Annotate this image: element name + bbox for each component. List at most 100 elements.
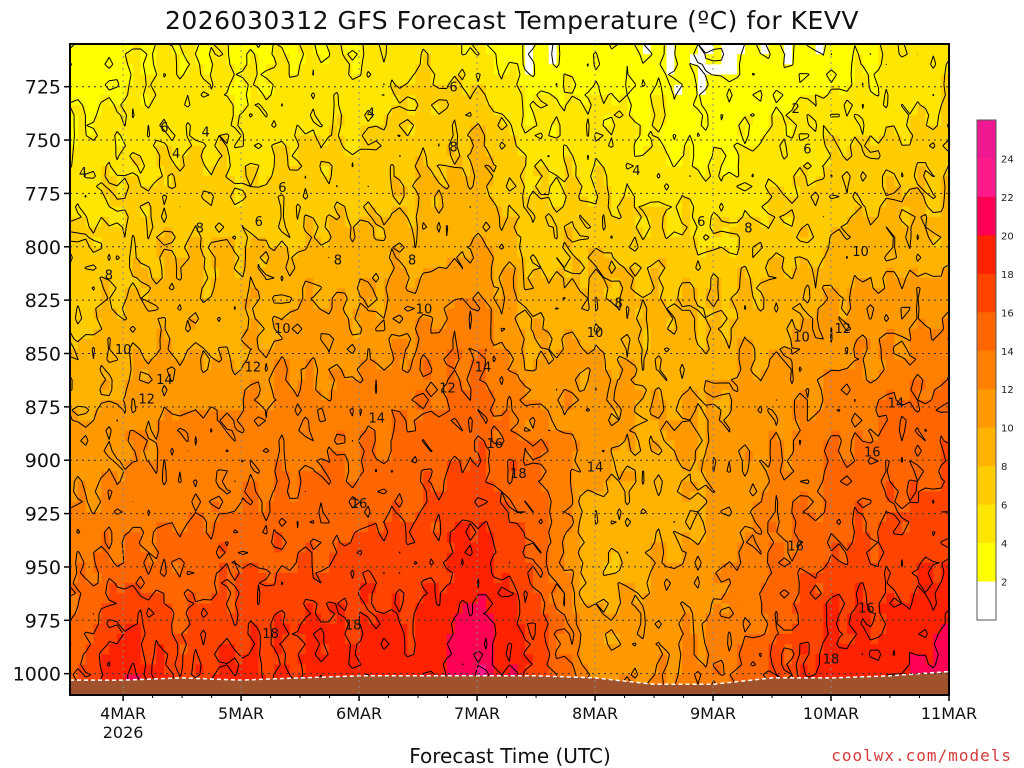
legend-swatch	[977, 543, 996, 582]
contour-label: 4	[79, 166, 87, 181]
legend-swatch	[977, 196, 996, 236]
contour-label: 6	[160, 121, 168, 136]
x-tick-label: 9MAR	[690, 704, 736, 723]
contour-label: 16	[787, 540, 804, 555]
contour-label: 16	[864, 446, 881, 461]
contour-label: 18	[262, 627, 279, 642]
contour-label: 10	[587, 326, 604, 341]
contour-label: 6	[255, 215, 263, 230]
legend-level-label: 2	[1001, 578, 1007, 589]
x-tick-label: 8MAR	[572, 704, 618, 723]
contour-label: 10	[274, 322, 291, 337]
legend-swatch	[977, 427, 996, 467]
y-tick-label: 800	[25, 237, 61, 259]
contour-label: 12	[138, 392, 155, 407]
legend-level-label: 10	[1001, 424, 1014, 435]
legend-level-label: 16	[1001, 308, 1014, 319]
contour-label: 4	[632, 164, 640, 179]
legend-swatch	[977, 350, 996, 390]
source-credit: coolwx.com/models	[831, 746, 1012, 765]
x-tick-label: 4MAR	[100, 704, 146, 723]
contour-label: 14	[475, 360, 492, 375]
contour-label: 10	[416, 303, 433, 318]
contour-label: 8	[105, 269, 113, 284]
y-tick-label: 975	[25, 610, 61, 632]
contour-label: 14	[888, 397, 905, 412]
x-axis-label: Forecast Time (UTC)	[409, 744, 611, 768]
legend-swatch	[977, 312, 996, 352]
contour-label: 4	[202, 126, 210, 141]
contour-label: 14	[156, 373, 173, 388]
legend-swatch	[977, 389, 996, 429]
y-tick-label: 825	[25, 290, 61, 312]
contour-label: 16	[351, 497, 368, 512]
contour-label: 4	[367, 106, 375, 121]
contour-label: 6	[803, 143, 811, 158]
legend-swatch	[977, 273, 996, 313]
contour-label: 12	[439, 382, 456, 397]
y-tick-label: 925	[25, 504, 61, 526]
contour-label: 8	[744, 222, 752, 237]
y-tick-label: 1000	[13, 664, 61, 686]
contour-label: 18	[823, 653, 840, 668]
x-tick-label: 6MAR	[336, 704, 382, 723]
contour-label: 12	[835, 322, 852, 337]
contour-label: 14	[368, 412, 385, 427]
y-tick-label: 775	[25, 183, 61, 205]
legend-level-label: 4	[1001, 539, 1007, 550]
contour-label: 4	[172, 147, 180, 162]
x-tick-label: 10MAR	[803, 704, 859, 723]
legend-level-label: 14	[1001, 347, 1014, 358]
y-axis-ticks: 725 750 775 800 825 850 875 900 925 950 975 1000	[13, 77, 70, 686]
legend-level-label: 18	[1001, 270, 1014, 281]
legend-level-label: 24	[1001, 154, 1014, 165]
contour-label: 10	[793, 330, 810, 345]
chart-title: 2026030312 GFS Forecast Temperature (ºC)…	[164, 6, 860, 35]
y-tick-label: 900	[25, 450, 61, 472]
legend-level-label: 6	[1001, 501, 1007, 512]
legend-level-label: 12	[1001, 385, 1014, 396]
contour-label: 16	[858, 601, 875, 616]
contour-label: 8	[614, 296, 622, 311]
contour-label: 8	[334, 254, 342, 269]
temperature-fill-layer	[70, 44, 949, 695]
legend-swatch	[977, 235, 996, 275]
contour-label: 16	[486, 437, 503, 452]
contour-label: 8	[408, 254, 416, 269]
legend-swatch	[977, 158, 996, 198]
y-tick-label: 750	[25, 130, 61, 152]
x-tick-label: 11MAR	[921, 704, 977, 723]
plot-frame	[69, 43, 950, 696]
contour-label: 14	[587, 461, 604, 476]
contour-label: 6	[449, 81, 457, 96]
contour-label: 18	[345, 619, 362, 634]
contour-label: 6	[697, 215, 705, 230]
legend-frame	[976, 119, 997, 621]
contour-label: 8	[449, 140, 457, 155]
x-tick-label: 5MAR	[218, 704, 264, 723]
y-tick-label: 950	[25, 557, 61, 579]
contour-label: 18	[510, 467, 527, 482]
contour-label: 6	[278, 181, 286, 196]
x-tick-year: 2026	[103, 723, 144, 742]
legend-level-label: 8	[1001, 462, 1007, 473]
contour-label: 12	[245, 360, 262, 375]
legend-swatch	[977, 504, 996, 544]
y-tick-label: 875	[25, 397, 61, 419]
contour-label: 8	[196, 222, 204, 237]
legend-swatch	[977, 581, 996, 621]
contour-label: 2	[791, 102, 799, 117]
legend-swatch	[977, 120, 996, 159]
y-tick-label: 850	[25, 343, 61, 365]
contour-label: 10	[115, 343, 132, 358]
legend-level-label: 20	[1001, 231, 1014, 242]
x-tick-label: 7MAR	[454, 704, 500, 723]
contour-label: 10	[852, 245, 869, 260]
legend-level-label: 22	[1001, 193, 1014, 204]
y-tick-label: 725	[25, 77, 61, 99]
legend-swatch	[977, 466, 996, 506]
